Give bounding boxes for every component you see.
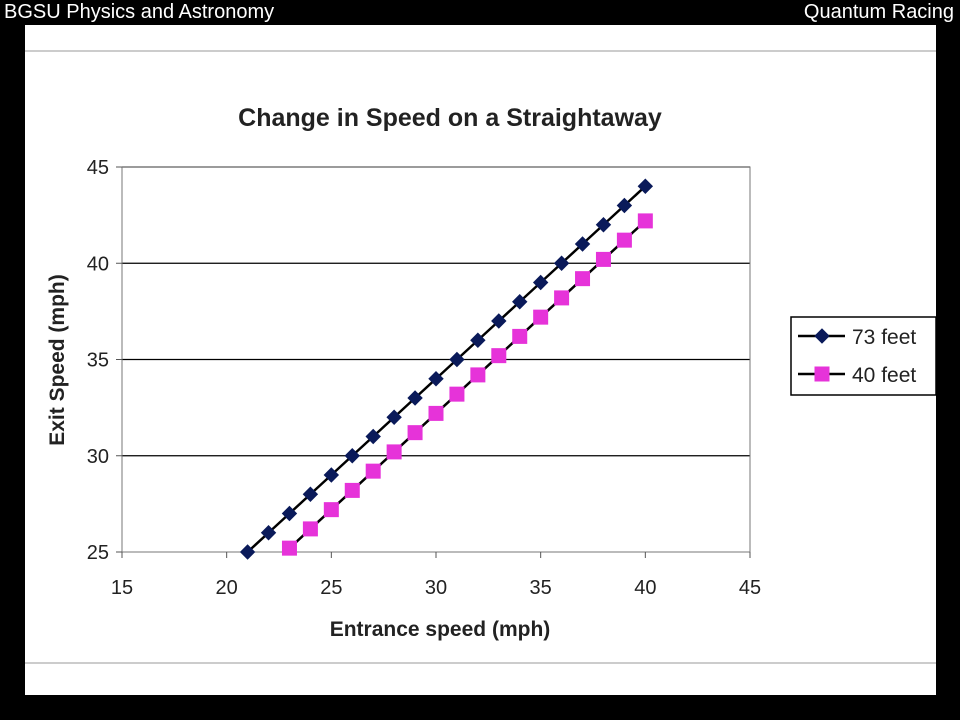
data-point-1 <box>281 505 298 522</box>
data-point-2 <box>344 482 360 498</box>
chart: Change in Speed on a Straightaway 25 30 35… <box>25 25 936 695</box>
data-point-2 <box>386 444 402 460</box>
data-point-2 <box>470 367 486 383</box>
x-tick-label: 30 <box>425 577 447 599</box>
data-point-1 <box>323 467 340 483</box>
series-2 <box>281 213 653 556</box>
data-point-2 <box>575 271 591 287</box>
legend-items: 73 feet 40 feet <box>798 326 916 387</box>
legend-marker <box>814 366 830 382</box>
data-point-2 <box>533 309 549 325</box>
data-point-1 <box>491 313 507 329</box>
data-point-2 <box>554 290 570 306</box>
x-tick-label: 25 <box>320 577 342 599</box>
y-axis-label: Exit Speed (mph) <box>46 274 69 446</box>
data-point-1 <box>595 217 612 233</box>
legend: 73 feet 40 feet <box>790 316 936 396</box>
data-point-1 <box>302 486 319 502</box>
data-point-2 <box>512 328 528 344</box>
data-point-1 <box>470 332 486 348</box>
axis-ticks: 25 30 35 40 45 15 20 25 30 35 40 45 <box>87 157 761 599</box>
header-right-title: Quantum Racing <box>803 1 954 23</box>
data-point-2 <box>616 232 632 248</box>
data-point-2 <box>407 425 423 441</box>
data-point-1 <box>449 351 465 368</box>
data-point-1 <box>532 274 549 291</box>
series-1 <box>239 178 654 560</box>
y-tick-label: 30 <box>87 446 109 468</box>
data-point-2 <box>302 521 318 537</box>
data-point-1 <box>344 448 360 464</box>
data-point-2 <box>595 251 611 267</box>
y-tick-label: 45 <box>87 157 109 179</box>
x-tick-label: 35 <box>530 577 552 599</box>
legend-label: 73 feet <box>852 326 916 349</box>
data-point-2 <box>365 463 381 479</box>
data-point-1 <box>407 390 423 406</box>
x-tick-label: 45 <box>739 577 761 599</box>
data-point-1 <box>637 178 654 194</box>
data-point-2 <box>491 348 507 364</box>
data-point-1 <box>553 255 570 271</box>
legend-marker <box>814 328 830 344</box>
legend-box <box>790 316 936 396</box>
data-point-1 <box>512 294 528 310</box>
series-layer <box>239 178 654 560</box>
data-point-2 <box>281 540 297 556</box>
data-point-1 <box>616 197 633 214</box>
y-tick-label: 25 <box>87 542 109 564</box>
x-tick-label: 40 <box>634 577 656 599</box>
legend-label: 40 feet <box>852 364 916 387</box>
x-tick-label: 20 <box>216 577 238 599</box>
chart-area <box>25 50 936 664</box>
data-point-1 <box>386 409 402 425</box>
data-point-2 <box>323 502 339 518</box>
x-axis-label: Entrance speed (mph) <box>330 618 551 641</box>
slide-panel: Change in Speed on a Straightaway 25 30 35… <box>25 25 936 695</box>
x-tick-label: 15 <box>111 577 133 599</box>
data-point-2 <box>428 405 444 421</box>
data-point-2 <box>449 386 465 402</box>
data-point-2 <box>637 213 653 229</box>
data-point-1 <box>365 428 381 445</box>
y-tick-label: 35 <box>87 350 109 372</box>
y-tick-label: 40 <box>87 253 109 275</box>
data-point-1 <box>428 371 444 387</box>
header-left-title: BGSU Physics and Astronomy <box>4 1 275 23</box>
data-point-1 <box>239 544 256 560</box>
chart-title: Change in Speed on a Straightaway <box>238 104 662 132</box>
data-point-1 <box>260 525 277 541</box>
data-point-1 <box>574 236 591 252</box>
